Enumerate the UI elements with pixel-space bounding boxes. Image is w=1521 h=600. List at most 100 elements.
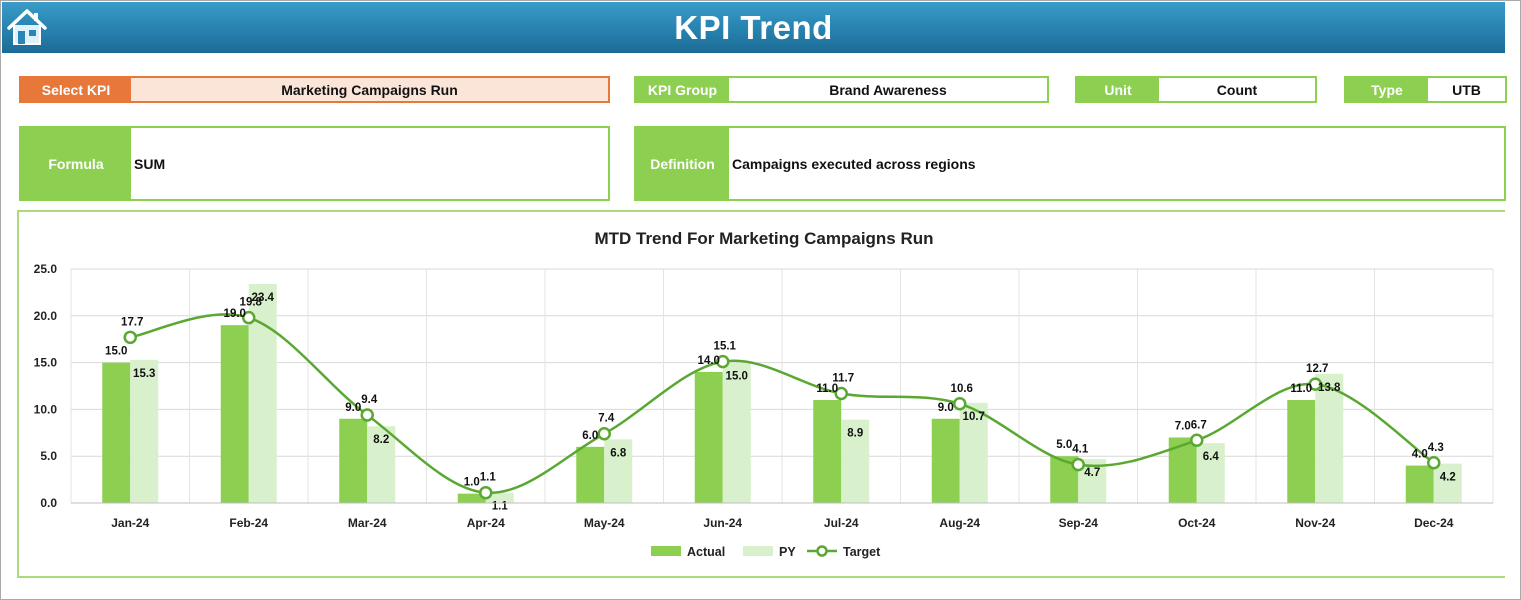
target-data-label: 4.1 — [1072, 444, 1089, 456]
x-tick-label: Oct-24 — [1178, 516, 1216, 530]
py-data-label: 15.3 — [133, 368, 155, 380]
actual-bar — [576, 446, 605, 503]
actual-bar — [813, 400, 842, 503]
formula-label: Formula — [21, 128, 131, 199]
py-bar — [841, 419, 870, 503]
target-point — [834, 386, 848, 401]
unit-label: Unit — [1077, 78, 1159, 101]
py-data-label: 6.4 — [1203, 451, 1220, 463]
actual-data-label: 9.0 — [938, 402, 954, 414]
legend-swatch — [743, 546, 773, 556]
x-tick-label: Aug-24 — [939, 516, 980, 530]
actual-data-label: 6.0 — [582, 430, 598, 442]
target-data-label: 10.6 — [951, 383, 973, 395]
target-data-label: 7.4 — [598, 413, 615, 425]
x-tick-label: Feb-24 — [229, 516, 268, 530]
chart-bars — [102, 283, 1462, 503]
actual-bar — [457, 493, 486, 503]
chart-grid — [70, 268, 1494, 504]
actual-data-label: 11.0 — [816, 383, 838, 395]
formula-field: Formula SUM — [19, 126, 610, 201]
type-value: UTB — [1452, 81, 1481, 98]
header-bar: KPI Trend — [2, 2, 1505, 53]
select-kpi-dropdown[interactable]: Marketing Campaigns Run — [131, 78, 608, 101]
py-data-label: 1.1 — [492, 501, 509, 513]
actual-bar — [102, 362, 131, 503]
py-bar — [1315, 373, 1344, 503]
x-tick-label: Jun-24 — [703, 516, 742, 530]
y-tick-label: 5.0 — [40, 449, 57, 463]
legend-swatch — [651, 546, 681, 556]
target-data-label: 15.1 — [714, 341, 737, 353]
legend-swatch-marker — [816, 545, 828, 557]
target-data-label: 4.3 — [1428, 442, 1444, 454]
legend-entry: Actual — [687, 545, 725, 559]
legend-entry: PY — [779, 545, 796, 559]
py-data-label: 23.4 — [252, 292, 275, 304]
y-tick-label: 20.0 — [34, 309, 58, 323]
py-data-label: 8.9 — [847, 428, 863, 440]
py-bar — [130, 359, 159, 503]
py-bar — [604, 439, 633, 503]
target-data-label: 9.4 — [361, 394, 378, 406]
target-data-label: 12.7 — [1306, 363, 1328, 375]
actual-data-label: 11.0 — [1290, 383, 1312, 395]
actual-bar — [220, 325, 249, 503]
y-tick-label: 15.0 — [34, 356, 58, 370]
definition-label: Definition — [636, 128, 729, 199]
x-tick-label: May-24 — [584, 516, 625, 530]
x-tick-label: Dec-24 — [1414, 516, 1454, 530]
py-data-label: 4.2 — [1440, 472, 1456, 484]
y-tick-label: 0.0 — [40, 496, 57, 510]
kpi-group-field: KPI Group Brand Awareness — [634, 76, 1049, 103]
actual-bar — [694, 371, 723, 503]
py-bar — [1196, 443, 1225, 503]
actual-bar — [1405, 465, 1434, 503]
chart-title: MTD Trend For Marketing Campaigns Run — [594, 229, 933, 248]
type-label: Type — [1346, 78, 1428, 101]
py-data-label: 10.7 — [963, 411, 985, 423]
actual-bar — [1287, 400, 1316, 503]
target-point — [1308, 377, 1322, 391]
x-tick-label: Sep-24 — [1059, 516, 1099, 530]
py-data-label: 8.2 — [373, 434, 389, 446]
target-point — [1427, 456, 1441, 470]
type-field: Type UTB — [1344, 76, 1507, 103]
target-point — [1071, 457, 1085, 472]
definition-field: Definition Campaigns executed across reg… — [634, 126, 1506, 201]
home-icon[interactable] — [6, 7, 48, 47]
definition-value: Campaigns executed across regions — [732, 155, 976, 172]
page-title: KPI Trend — [674, 8, 833, 46]
py-bar — [367, 426, 396, 503]
py-bar — [485, 492, 514, 503]
target-point — [360, 408, 374, 422]
target-point — [953, 397, 967, 411]
actual-data-label: 14.0 — [698, 355, 720, 367]
py-bar — [1433, 463, 1462, 503]
target-point — [1190, 433, 1204, 448]
unit-value: Count — [1216, 81, 1258, 98]
py-data-label: 6.8 — [610, 447, 627, 459]
actual-data-label: 9.0 — [345, 402, 361, 414]
py-data-label: 15.0 — [726, 371, 748, 383]
x-tick-label: Jan-24 — [111, 516, 149, 530]
target-point — [123, 330, 137, 345]
target-point — [597, 426, 611, 441]
actual-data-label: 1.0 — [464, 477, 480, 489]
target-data-label: 1.1 — [480, 472, 497, 484]
actual-data-label: 7.0 — [1175, 420, 1191, 432]
select-kpi-field[interactable]: Select KPI Marketing Campaigns Run — [19, 76, 610, 103]
actual-bar — [931, 418, 960, 503]
chart-data-labels: 15.015.319.023.49.08.21.01.16.06.814.015… — [105, 292, 1456, 513]
select-kpi-label: Select KPI — [21, 78, 131, 101]
formula-value: SUM — [134, 155, 166, 172]
x-tick-label: Apr-24 — [467, 516, 505, 530]
target-point — [479, 485, 493, 500]
target-line-path — [130, 313, 1435, 494]
py-bar — [722, 362, 751, 503]
py-bar — [959, 402, 988, 503]
y-tick-label: 10.0 — [34, 402, 58, 416]
py-data-label: 4.7 — [1084, 467, 1100, 479]
x-tick-label: Nov-24 — [1295, 516, 1335, 530]
actual-bar — [339, 418, 368, 503]
